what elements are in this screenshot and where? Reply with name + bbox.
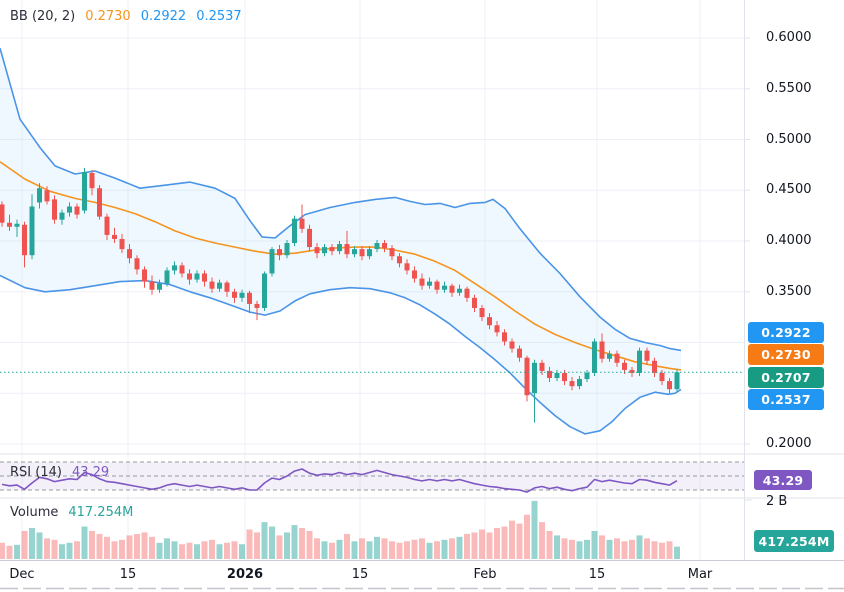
time-axis-label: 2026 (226, 567, 264, 582)
time-axis-label: Dec (9, 567, 35, 582)
price-axis-label: 0.5000 (766, 131, 812, 147)
bb-upper-value: 0.2922 (140, 9, 187, 24)
price-axis-label: 0.6000 (766, 30, 812, 45)
rsi-legend[interactable]: RSI (14) 43.29 (10, 465, 109, 480)
price-badge: 0.2922 (748, 322, 824, 343)
time-axis-label: 15 (588, 567, 606, 582)
rsi-value: 43.29 (71, 465, 110, 480)
time-axis-label: Mar (687, 567, 713, 582)
bb-lower-line (0, 274, 682, 435)
volume-pane (0, 499, 752, 559)
bb-upper-line (0, 47, 682, 352)
candlesticks (0, 167, 680, 423)
price-axis-label: 0.4500 (766, 182, 812, 198)
price-badge: 0.2537 (748, 389, 824, 410)
rsi-badge: 43.29 (754, 470, 812, 490)
bb-legend[interactable]: BB (20, 2) 0.2730 0.2922 0.2537 (10, 9, 242, 24)
rsi-pane (0, 461, 744, 493)
bb-lower-value: 0.2537 (196, 9, 242, 24)
price-axis-label: 0.3500 (766, 283, 812, 299)
volume-value: 417.254M (68, 505, 134, 520)
gridlines (0, 0, 744, 560)
volume-badge: 417.254M (754, 530, 834, 552)
bb-legend-title: BB (20, 2) (10, 9, 76, 24)
price-axis-label: 0.4000 (766, 233, 812, 248)
time-axis-label: Feb (473, 567, 497, 582)
time-axis-label: 15 (119, 567, 137, 582)
price-badge: 0.2707 (748, 367, 824, 388)
volume-scale-label: 2 B (766, 494, 788, 509)
bb-basis-value: 0.2730 (85, 9, 131, 24)
rsi-line (1, 468, 678, 493)
price-axis-label: 0.5500 (766, 80, 812, 96)
volume-legend-title: Volume (10, 505, 59, 520)
price-axis-label: 0.2000 (766, 436, 812, 451)
price-badge: 0.2730 (748, 344, 824, 365)
rsi-legend-title: RSI (14) (10, 465, 62, 480)
axis-ticks (744, 37, 750, 445)
volume-legend[interactable]: Volume 417.254M (10, 505, 133, 520)
time-axis-label: 15 (351, 567, 369, 582)
